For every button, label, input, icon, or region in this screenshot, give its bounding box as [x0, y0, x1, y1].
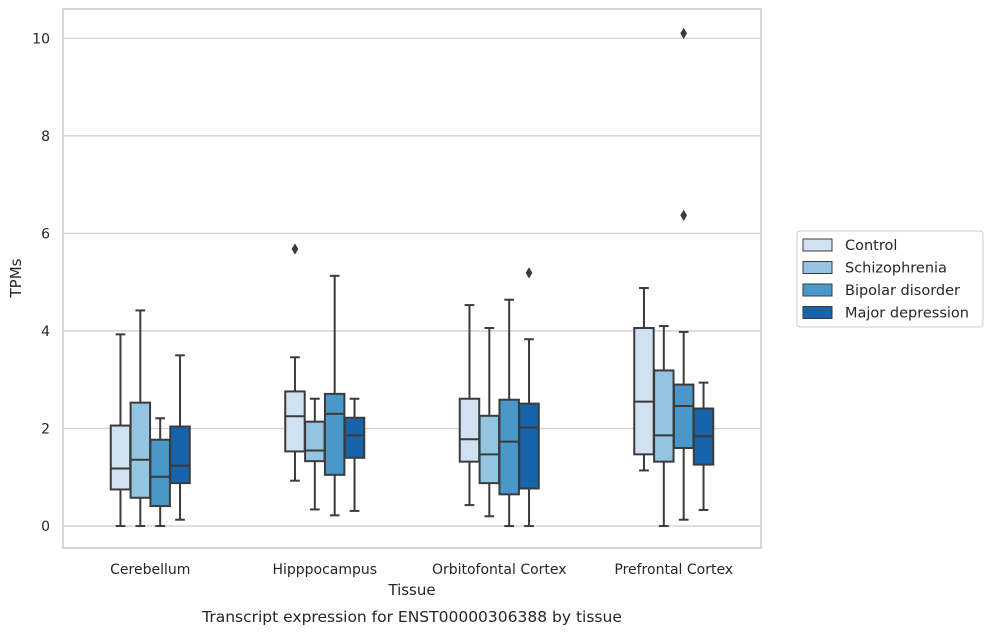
box-cerebellum-schizophrenia — [129, 309, 152, 528]
legend-item-major-depression: Major depression — [802, 306, 969, 322]
box-prefrontal-cortex-control — [633, 287, 655, 472]
box-iqr — [284, 390, 306, 453]
x-tick-label: Cerebellum — [110, 562, 190, 578]
box-orbitofontal-cortex-schizophrenia — [478, 327, 501, 518]
x-tick-label: Orbitofontal Cortex — [432, 562, 567, 578]
plot-area-frame — [62, 8, 762, 549]
box-prefrontal-cortex-major-depression — [692, 381, 715, 511]
box-hipppocampus-control — [284, 243, 306, 482]
box-iqr — [653, 369, 675, 463]
box-cerebellum-major-depression — [169, 354, 191, 521]
box-orbitofontal-cortex-major-depression — [518, 267, 540, 528]
box-hipppocampus-major-depression — [343, 397, 366, 512]
y-tick-label: 8 — [41, 129, 50, 145]
y-axis-label: TPMs — [7, 258, 25, 298]
legend-swatch — [802, 283, 833, 297]
box-orbitofontal-cortex-control — [458, 304, 481, 507]
outlier-point — [525, 267, 533, 279]
box-iqr — [109, 424, 132, 491]
outlier-point — [680, 27, 688, 40]
legend-item-bipolar-disorder: Bipolar disorder — [802, 283, 960, 299]
box-iqr — [169, 425, 191, 485]
y-tick-label: 2 — [41, 421, 50, 437]
box-hipppocampus-schizophrenia — [304, 397, 326, 511]
box-iqr — [498, 398, 520, 496]
y-tick-labels: 0 2 4 6 8 10 — [32, 31, 50, 535]
chart-caption: Transcript expression for ENST0000030638… — [201, 608, 622, 626]
x-tick-labels: Cerebellum Hipppocampus Orbitofontal Corte… — [110, 562, 733, 578]
box-iqr — [304, 420, 326, 463]
legend-swatch — [802, 306, 833, 319]
box-hipppocampus-bipolar-disorder — [323, 274, 346, 517]
box-iqr — [458, 397, 481, 463]
series-control — [109, 243, 655, 528]
x-tick-label: Hipppocampus — [272, 562, 377, 578]
legend-frame — [796, 230, 984, 328]
box-iqr — [129, 401, 152, 499]
y-tick-label: 0 — [41, 519, 50, 535]
outlier-point — [291, 243, 299, 255]
y-tick-label: 4 — [41, 324, 50, 340]
y-tick-label: 6 — [41, 226, 50, 242]
box-iqr — [518, 402, 540, 490]
legend-label: Schizophrenia — [845, 261, 947, 277]
series-bipolar-disorder — [149, 27, 695, 528]
legend-item-schizophrenia: Schizophrenia — [802, 261, 947, 277]
box-cerebellum-control — [109, 333, 132, 528]
box-prefrontal-cortex-bipolar-disorder — [672, 27, 695, 521]
legend-swatch — [802, 261, 833, 274]
legend-item-control: Control — [802, 238, 897, 254]
series-major-depression — [169, 267, 715, 528]
x-axis-label: Tissue — [387, 581, 435, 599]
legend-label: Bipolar disorder — [845, 283, 960, 299]
box-iqr — [323, 392, 346, 476]
legend: Control Schizophrenia Bipolar disorder Majo… — [796, 230, 984, 328]
legend-swatch — [802, 238, 833, 252]
legend-label: Major depression — [845, 306, 969, 322]
y-tick-label: 10 — [32, 31, 50, 47]
box-iqr — [343, 416, 366, 459]
legend-label: Control — [845, 238, 897, 254]
box-iqr — [478, 414, 501, 485]
outlier-point — [680, 209, 688, 221]
box-cerebellum-bipolar-disorder — [149, 417, 171, 528]
x-tick-label: Prefrontal Cortex — [614, 562, 733, 578]
box-orbitofontal-cortex-bipolar-disorder — [498, 298, 520, 528]
box-iqr — [633, 327, 655, 456]
box-series-group — [109, 27, 715, 528]
series-schizophrenia — [129, 309, 675, 528]
box-prefrontal-cortex-schizophrenia — [653, 325, 675, 528]
box-iqr — [672, 383, 695, 450]
box-iqr — [149, 438, 171, 508]
